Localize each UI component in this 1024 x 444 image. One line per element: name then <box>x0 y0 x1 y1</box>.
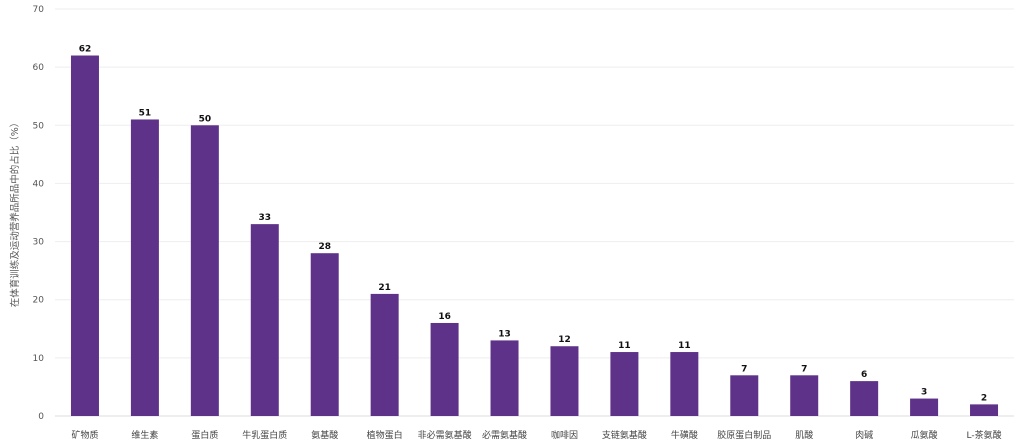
x-tick-label: 胶原蛋白制品 <box>717 429 771 441</box>
bar-value-label: 2 <box>981 393 987 403</box>
bar <box>910 398 939 416</box>
x-tick-label: 牛乳蛋白质 <box>242 429 287 441</box>
x-tick-label: 必需氨基酸 <box>482 429 527 441</box>
bar-value-label: 7 <box>741 364 747 374</box>
y-tick-label: 20 <box>33 296 45 306</box>
x-tick-label: 瓜氨酸 <box>911 429 938 441</box>
value-labels: 62 51 50 33 28 21 16 13 12 11 11 7 7 6 3 2 <box>79 45 987 404</box>
y-tick-label: 50 <box>33 121 45 131</box>
bar <box>970 404 999 416</box>
x-tick-label: 维生素 <box>131 429 158 441</box>
x-tick-label: L-茶氨酸 <box>966 429 1001 441</box>
x-axis-ticks: 矿物质 维生素 蛋白质 牛乳蛋白质 氨基酸 植物蛋白 非必需氨基酸 必需氨基酸 咖啡因 支链氨基酸… <box>71 429 1001 441</box>
bar <box>370 293 399 416</box>
bar <box>70 55 99 417</box>
bar <box>550 346 579 416</box>
bar <box>670 352 699 416</box>
bar <box>850 381 879 416</box>
x-tick-label: 肉碱 <box>855 429 873 441</box>
bar <box>730 375 759 416</box>
bar <box>250 224 279 416</box>
x-tick-label: 非必需氨基酸 <box>418 429 472 441</box>
bar-value-label: 3 <box>921 388 927 398</box>
x-tick-label: 支链氨基酸 <box>602 429 647 441</box>
bar-value-label: 51 <box>139 108 152 118</box>
x-tick-label: 氨基酸 <box>311 429 338 441</box>
bar-value-label: 16 <box>438 312 451 322</box>
y-axis-title: 在体育训练及运动营养品所品中的占比（%） <box>9 118 21 308</box>
x-tick-label: 植物蛋白 <box>367 429 403 441</box>
bar-value-label: 21 <box>378 283 391 293</box>
x-tick-label: 蛋白质 <box>191 429 218 441</box>
bar-value-label: 28 <box>318 242 331 252</box>
bar-value-label: 11 <box>618 341 631 351</box>
bar <box>430 322 459 416</box>
bar-value-label: 6 <box>861 370 867 380</box>
x-tick-label: 肌酸 <box>795 430 813 441</box>
bar-value-label: 7 <box>801 364 807 374</box>
bar-value-label: 11 <box>678 341 691 351</box>
y-tick-label: 0 <box>38 412 44 422</box>
x-tick-label: 矿物质 <box>71 429 98 441</box>
bar <box>310 253 339 416</box>
y-tick-label: 40 <box>33 179 45 189</box>
y-tick-label: 10 <box>33 354 45 364</box>
y-tick-label: 60 <box>33 63 45 73</box>
x-tick-label: 咖啡因 <box>551 429 578 441</box>
bar-value-label: 33 <box>259 213 272 223</box>
bar <box>130 119 159 416</box>
bars <box>70 55 999 417</box>
bar <box>790 375 819 416</box>
y-tick-label: 30 <box>33 238 45 248</box>
bar-value-label: 50 <box>199 114 212 124</box>
bar <box>190 125 219 417</box>
bar-value-label: 62 <box>79 45 92 55</box>
y-tick-label: 70 <box>33 5 45 15</box>
bar <box>610 352 639 416</box>
bar-value-label: 13 <box>498 329 511 339</box>
bar-value-label: 12 <box>558 335 571 345</box>
bar <box>490 340 519 416</box>
y-axis-ticks: 0 10 20 30 40 50 60 70 <box>33 5 45 422</box>
x-tick-label: 牛磺酸 <box>671 429 698 441</box>
